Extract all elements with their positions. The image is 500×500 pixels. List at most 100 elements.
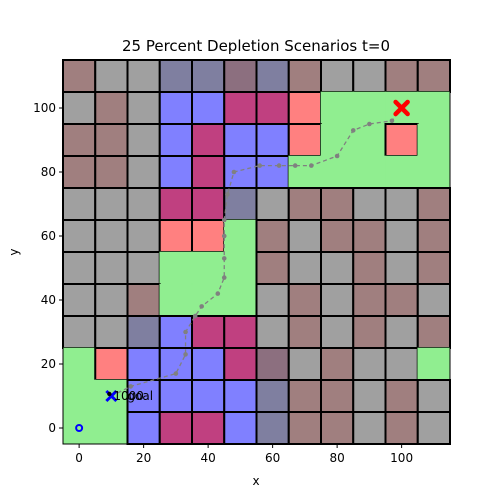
obstacle-cell: [287, 91, 322, 125]
obstacle-cell: [416, 315, 451, 349]
obstacle-cell: [416, 219, 451, 253]
free-cell: [417, 91, 451, 125]
obstacle-cell: [320, 379, 355, 413]
obstacle-cell: [223, 347, 258, 381]
obstacle-cell: [126, 411, 161, 445]
obstacle-cell: [384, 187, 419, 221]
obstacle-cell: [158, 155, 193, 189]
path-point: [183, 329, 188, 335]
obstacle-cell: [352, 59, 387, 93]
obstacle-cell: [62, 155, 97, 189]
free-cell: [352, 155, 386, 189]
obstacle-cell: [158, 91, 193, 125]
obstacle-cell: [255, 283, 290, 317]
path-point: [276, 163, 282, 168]
free-cell: [417, 347, 451, 381]
obstacle-cell: [94, 187, 129, 221]
path-point: [231, 169, 237, 175]
free-cell: [352, 123, 386, 157]
obstacle-cell: [191, 155, 226, 189]
obstacle-cell: [352, 411, 387, 445]
grid-cells: [62, 59, 451, 445]
obstacle-cell: [416, 187, 451, 221]
obstacle-cell: [191, 59, 226, 93]
free-cell: [223, 251, 257, 285]
obstacle-cell: [320, 411, 355, 445]
free-cell: [223, 219, 257, 253]
free-cell: [385, 155, 419, 189]
obstacle-cell: [191, 315, 226, 349]
obstacle-cell: [62, 91, 97, 125]
obstacle-cell: [287, 411, 322, 445]
free-cell: [159, 251, 193, 285]
obstacle-cell: [223, 315, 258, 349]
path-point: [367, 121, 372, 127]
obstacle-cell: [255, 251, 290, 285]
obstacle-cell: [352, 251, 387, 285]
path-point: [257, 163, 263, 168]
goal-marker: [393, 99, 410, 117]
obstacle-cell: [384, 251, 419, 285]
obstacle-cell: [62, 187, 97, 221]
obstacle-cell: [255, 411, 290, 445]
obstacle-cell: [126, 347, 161, 381]
plot-frame: [62, 59, 451, 445]
obstacle-cell: [352, 283, 387, 317]
obstacle-cell: [287, 379, 322, 413]
path-point: [292, 163, 298, 168]
obstacle-cell: [191, 411, 226, 445]
obstacle-cell: [255, 219, 290, 253]
obstacle-cell: [255, 379, 290, 413]
obstacle-cell: [94, 219, 129, 253]
obstacle-cell: [126, 59, 161, 93]
obstacle-cell: [384, 59, 419, 93]
obstacle-cell: [255, 315, 290, 349]
obstacle-cell: [287, 347, 322, 381]
obstacle-cell: [223, 59, 258, 93]
free-cell: [62, 411, 96, 445]
y-tick-label: 100: [33, 101, 56, 115]
obstacle-cell: [255, 347, 290, 381]
path-point: [225, 192, 230, 197]
obstacle-cell: [287, 251, 322, 285]
obstacle-cell: [416, 379, 451, 413]
agent-label: 1000: [113, 389, 144, 403]
obstacle-cell: [384, 379, 419, 413]
obstacle-cell: [191, 347, 226, 381]
free-cell: [223, 283, 257, 317]
y-tick-label: 20: [41, 357, 56, 371]
obstacle-cell: [126, 155, 161, 189]
start-marker: [75, 424, 84, 432]
obstacle-cell: [384, 315, 419, 349]
path-point: [350, 128, 356, 133]
free-cell: [320, 123, 354, 157]
y-tick-label: 40: [41, 293, 56, 307]
obstacle-cell: [320, 59, 355, 93]
obstacle-cell: [287, 123, 322, 157]
obstacle-cell: [126, 315, 161, 349]
y-tick-label: 80: [41, 165, 56, 179]
obstacle-cell: [223, 91, 258, 125]
path-point: [221, 233, 227, 239]
obstacle-cell: [158, 219, 193, 253]
obstacle-cell: [223, 411, 258, 445]
path-point: [192, 313, 198, 319]
chart-title: 25 Percent Depletion Scenarios t=0: [122, 37, 390, 55]
y-axis-ticks: 0 20 40 60 80 100: [33, 101, 63, 435]
free-cell: [62, 379, 96, 413]
obstacle-cell: [62, 315, 97, 349]
obstacle-cell: [320, 347, 355, 381]
obstacle-cell: [384, 283, 419, 317]
y-tick-label: 60: [41, 229, 56, 243]
obstacle-cell: [126, 123, 161, 157]
obstacle-cell: [158, 411, 193, 445]
path-point: [173, 371, 179, 376]
obstacle-cell: [94, 315, 129, 349]
obstacle-cell: [352, 315, 387, 349]
obstacle-cell: [320, 187, 355, 221]
x-tick-label: 60: [265, 451, 280, 465]
obstacle-cell: [94, 283, 129, 317]
obstacle-cell: [191, 219, 226, 253]
path-point: [183, 352, 188, 357]
